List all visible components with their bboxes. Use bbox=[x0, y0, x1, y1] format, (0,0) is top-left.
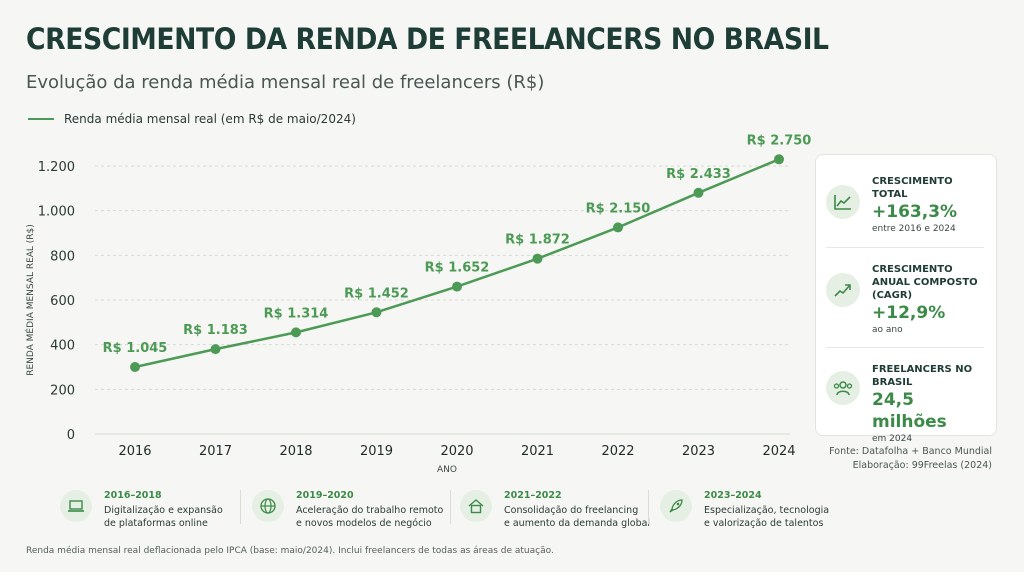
chart-title: CRESCIMENTO DA RENDA DE FREELANCERS NO B… bbox=[26, 22, 829, 56]
x-tick-label: 2024 bbox=[762, 444, 795, 459]
data-point bbox=[371, 307, 382, 318]
laptop-icon bbox=[60, 490, 92, 522]
source-note: Fonte: Datafolha + Banco Mundial Elabora… bbox=[829, 445, 992, 473]
x-tick-label: 2016 bbox=[118, 444, 151, 459]
stat-label: CRESCIMENTO TOTAL bbox=[872, 176, 953, 200]
timeline-desc: Aceleração do trabalho remoto e novos mo… bbox=[296, 504, 443, 530]
timeline-desc-line: e aumento da demanda global bbox=[504, 518, 651, 529]
chart-line-icon bbox=[826, 185, 860, 219]
stats-panel: CRESCIMENTO TOTAL +163,3% entre 2016 e 2… bbox=[815, 154, 997, 444]
timeline-desc-line: de plataformas online bbox=[104, 518, 208, 529]
rocket-icon bbox=[660, 490, 692, 522]
data-label: R$ 1.183 bbox=[183, 323, 248, 338]
divider bbox=[826, 247, 984, 248]
stat-sub: em 2024 bbox=[872, 434, 913, 444]
x-tick-label: 2023 bbox=[682, 444, 715, 459]
y-tick-label: 800 bbox=[50, 249, 75, 264]
y-tick-label: 1.000 bbox=[38, 205, 75, 220]
divider bbox=[450, 490, 451, 524]
timeline-desc: Consolidação do freelancing e aumento da… bbox=[504, 504, 650, 530]
timeline-desc: Digitalização e expansão de plataformas … bbox=[104, 504, 223, 530]
divider bbox=[240, 490, 241, 524]
divider bbox=[826, 347, 984, 348]
timeline-years: 2019–2020 bbox=[296, 490, 354, 501]
data-label: R$ 1.872 bbox=[505, 233, 570, 248]
data-point bbox=[291, 327, 301, 338]
y-tick-label: 600 bbox=[50, 294, 75, 309]
timeline-desc-line: Digitalização e expansão bbox=[104, 505, 223, 516]
y-axis-label: RENDA MÉDIA MENSAL REAL (R$) bbox=[24, 224, 36, 376]
x-tick-label: 2020 bbox=[440, 444, 473, 459]
stat-value: 24,5 milhões bbox=[872, 390, 947, 432]
timeline-years: 2023–2024 bbox=[704, 490, 762, 501]
data-point bbox=[130, 362, 140, 372]
legend-swatch bbox=[28, 118, 54, 120]
y-tick-label: 400 bbox=[50, 339, 75, 354]
stat-label: FREELANCERS NO BRASIL bbox=[872, 364, 973, 388]
people-icon bbox=[826, 371, 860, 405]
data-point bbox=[210, 344, 221, 355]
stat-label: CRESCIMENTO ANUAL COMPOSTO (CAGR) bbox=[872, 264, 978, 301]
x-tick-label: 2022 bbox=[601, 444, 634, 459]
credit-line: Elaboração: 99Freelas (2024) bbox=[852, 460, 992, 471]
data-point bbox=[693, 187, 704, 198]
x-tick-label: 2021 bbox=[521, 444, 554, 459]
data-point bbox=[774, 154, 784, 165]
x-tick-label: 2019 bbox=[360, 444, 393, 459]
timeline-desc-line: e novos modelos de negócio bbox=[296, 518, 432, 529]
x-axis-label: ANO bbox=[437, 465, 457, 475]
legend-label: Renda média mensal real (em R$ de maio/2… bbox=[64, 112, 356, 126]
stat-sub: entre 2016 e 2024 bbox=[872, 224, 956, 234]
timeline-years: 2021–2022 bbox=[504, 490, 562, 501]
globe-icon bbox=[252, 490, 284, 522]
timeline-desc-line: Especialização, tecnologia bbox=[704, 505, 830, 516]
line-chart: 0 200 400 600 800 1.000 1.200 RENDA MÉDIA MENSA… bbox=[24, 133, 812, 475]
timeline-desc-line: e valorização de talentos bbox=[704, 518, 824, 529]
chart-subtitle: Evolução da renda média mensal real de f… bbox=[26, 72, 545, 93]
y-tick-label: 1.200 bbox=[38, 160, 75, 175]
data-label: R$ 2.433 bbox=[666, 167, 731, 182]
data-label: R$ 2.150 bbox=[586, 201, 651, 216]
data-point bbox=[613, 222, 623, 233]
data-point bbox=[532, 253, 543, 264]
source-line: Fonte: Datafolha + Banco Mundial bbox=[829, 446, 992, 457]
timeline-years: 2016–2018 bbox=[104, 490, 162, 501]
data-label: R$ 1.045 bbox=[103, 341, 168, 356]
home-icon bbox=[460, 490, 492, 522]
timeline-desc-line: Consolidação do freelancing bbox=[504, 505, 639, 516]
legend: Renda média mensal real (em R$ de maio/2… bbox=[28, 112, 356, 126]
trend-up-icon bbox=[826, 273, 860, 307]
stat-sub: ao ano bbox=[872, 325, 903, 335]
timeline: 2016–2018 Digitalização e expansão de pl… bbox=[60, 486, 829, 536]
data-label: R$ 2.750 bbox=[747, 133, 812, 148]
data-label: R$ 1.314 bbox=[264, 306, 329, 321]
divider bbox=[648, 490, 649, 524]
y-tick-label: 0 bbox=[67, 428, 75, 443]
footnote: Renda média mensal real deflacionada pel… bbox=[26, 546, 554, 556]
x-tick-label: 2017 bbox=[199, 444, 232, 459]
timeline-desc: Especialização, tecnologia e valorização… bbox=[704, 504, 829, 530]
stat-value: +163,3% bbox=[872, 202, 958, 222]
stat-value: +12,9% bbox=[872, 303, 946, 323]
data-label: R$ 1.452 bbox=[344, 286, 409, 301]
data-label: R$ 1.652 bbox=[425, 261, 490, 276]
timeline-desc-line: Aceleração do trabalho remoto bbox=[296, 505, 444, 516]
data-point bbox=[452, 281, 462, 292]
x-tick-label: 2018 bbox=[279, 444, 312, 459]
y-tick-label: 200 bbox=[50, 383, 75, 398]
